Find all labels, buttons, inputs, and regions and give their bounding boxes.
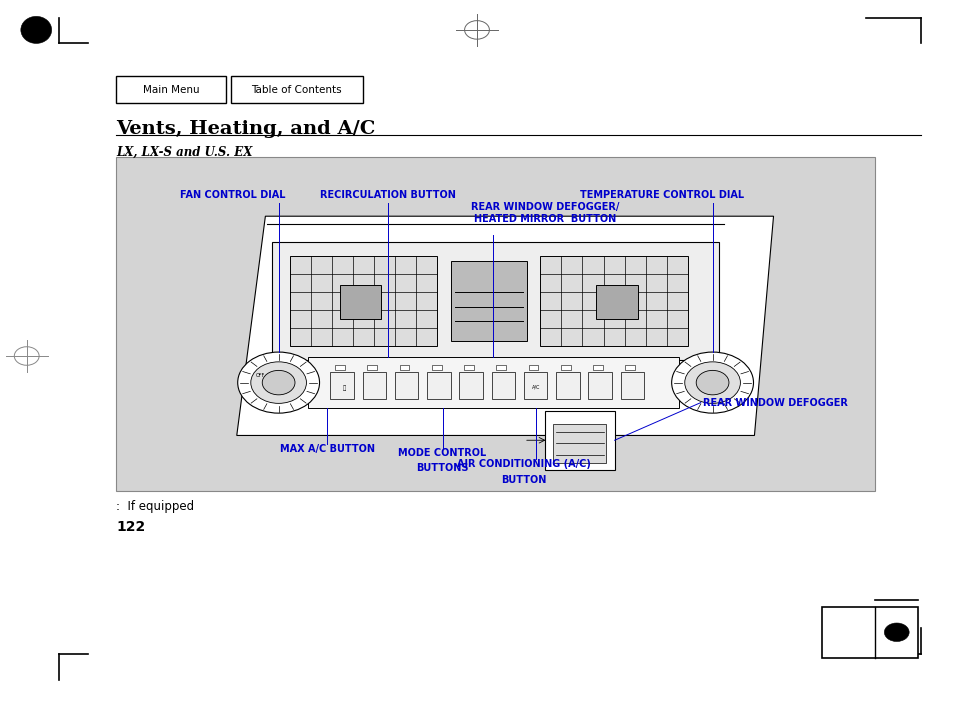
Bar xyxy=(116,157,874,491)
Bar xyxy=(544,411,614,469)
Bar xyxy=(528,365,537,370)
Text: BUTTONS: BUTTONS xyxy=(416,464,468,473)
Circle shape xyxy=(251,362,306,404)
Bar xyxy=(290,256,437,345)
Text: 🚗: 🚗 xyxy=(342,386,345,391)
Bar xyxy=(556,372,579,399)
Bar xyxy=(231,76,362,103)
Bar xyxy=(463,365,474,370)
Ellipse shape xyxy=(892,629,900,635)
Text: :  If equipped: : If equipped xyxy=(116,500,194,513)
Bar xyxy=(596,285,637,319)
Bar xyxy=(399,365,409,370)
Bar xyxy=(362,372,386,399)
Bar xyxy=(625,365,635,370)
Ellipse shape xyxy=(889,627,902,637)
Ellipse shape xyxy=(28,22,45,38)
Bar xyxy=(539,256,687,345)
Bar xyxy=(491,372,515,399)
Text: 122: 122 xyxy=(116,520,146,534)
Ellipse shape xyxy=(883,623,908,642)
Bar xyxy=(116,76,226,103)
Text: Table of Contents: Table of Contents xyxy=(252,85,341,95)
Bar xyxy=(330,372,354,399)
Ellipse shape xyxy=(34,28,38,31)
Text: REAR WINDOW DEFOGGER/: REAR WINDOW DEFOGGER/ xyxy=(470,202,618,212)
Bar xyxy=(458,372,482,399)
Circle shape xyxy=(684,362,740,404)
Bar xyxy=(821,607,917,658)
Bar xyxy=(432,365,441,370)
Bar xyxy=(427,372,450,399)
Bar xyxy=(339,285,381,319)
Polygon shape xyxy=(236,216,773,436)
Ellipse shape xyxy=(31,26,41,34)
Bar xyxy=(395,372,418,399)
Circle shape xyxy=(237,352,319,413)
Ellipse shape xyxy=(894,631,898,634)
Bar xyxy=(523,372,547,399)
Circle shape xyxy=(671,352,753,413)
Text: HEATED MIRROR  BUTTON: HEATED MIRROR BUTTON xyxy=(474,214,616,224)
Bar xyxy=(560,365,570,370)
Text: REAR WINDOW DEFOGGER: REAR WINDOW DEFOGGER xyxy=(702,397,846,407)
Text: MODE CONTROL: MODE CONTROL xyxy=(398,448,486,458)
Text: BUTTON: BUTTON xyxy=(500,475,546,485)
Bar xyxy=(593,365,602,370)
Ellipse shape xyxy=(24,19,49,41)
Bar xyxy=(620,372,643,399)
Ellipse shape xyxy=(21,16,51,43)
Text: MAX A/C BUTTON: MAX A/C BUTTON xyxy=(279,444,375,454)
Bar xyxy=(588,372,611,399)
Bar xyxy=(272,242,719,360)
Text: RECIRCULATION BUTTON: RECIRCULATION BUTTON xyxy=(319,190,456,200)
Text: LX, LX-S and U.S. EX: LX, LX-S and U.S. EX xyxy=(116,146,253,159)
Text: A/C: A/C xyxy=(531,384,539,389)
Text: Vents, Heating, and A/C: Vents, Heating, and A/C xyxy=(116,120,375,137)
Ellipse shape xyxy=(886,625,905,639)
Bar xyxy=(307,357,678,408)
Bar xyxy=(335,365,344,370)
Text: TEMPERATURE CONTROL DIAL: TEMPERATURE CONTROL DIAL xyxy=(579,190,743,200)
Circle shape xyxy=(262,370,294,395)
Text: OFF: OFF xyxy=(255,373,265,378)
Bar xyxy=(367,365,376,370)
Bar xyxy=(496,365,506,370)
Text: Main Menu: Main Menu xyxy=(143,85,199,95)
Circle shape xyxy=(696,370,728,395)
Text: AIR CONDITIONING (A/C): AIR CONDITIONING (A/C) xyxy=(456,459,590,469)
Bar xyxy=(451,261,526,341)
Bar xyxy=(553,424,606,463)
Text: FAN CONTROL DIAL: FAN CONTROL DIAL xyxy=(179,190,285,200)
